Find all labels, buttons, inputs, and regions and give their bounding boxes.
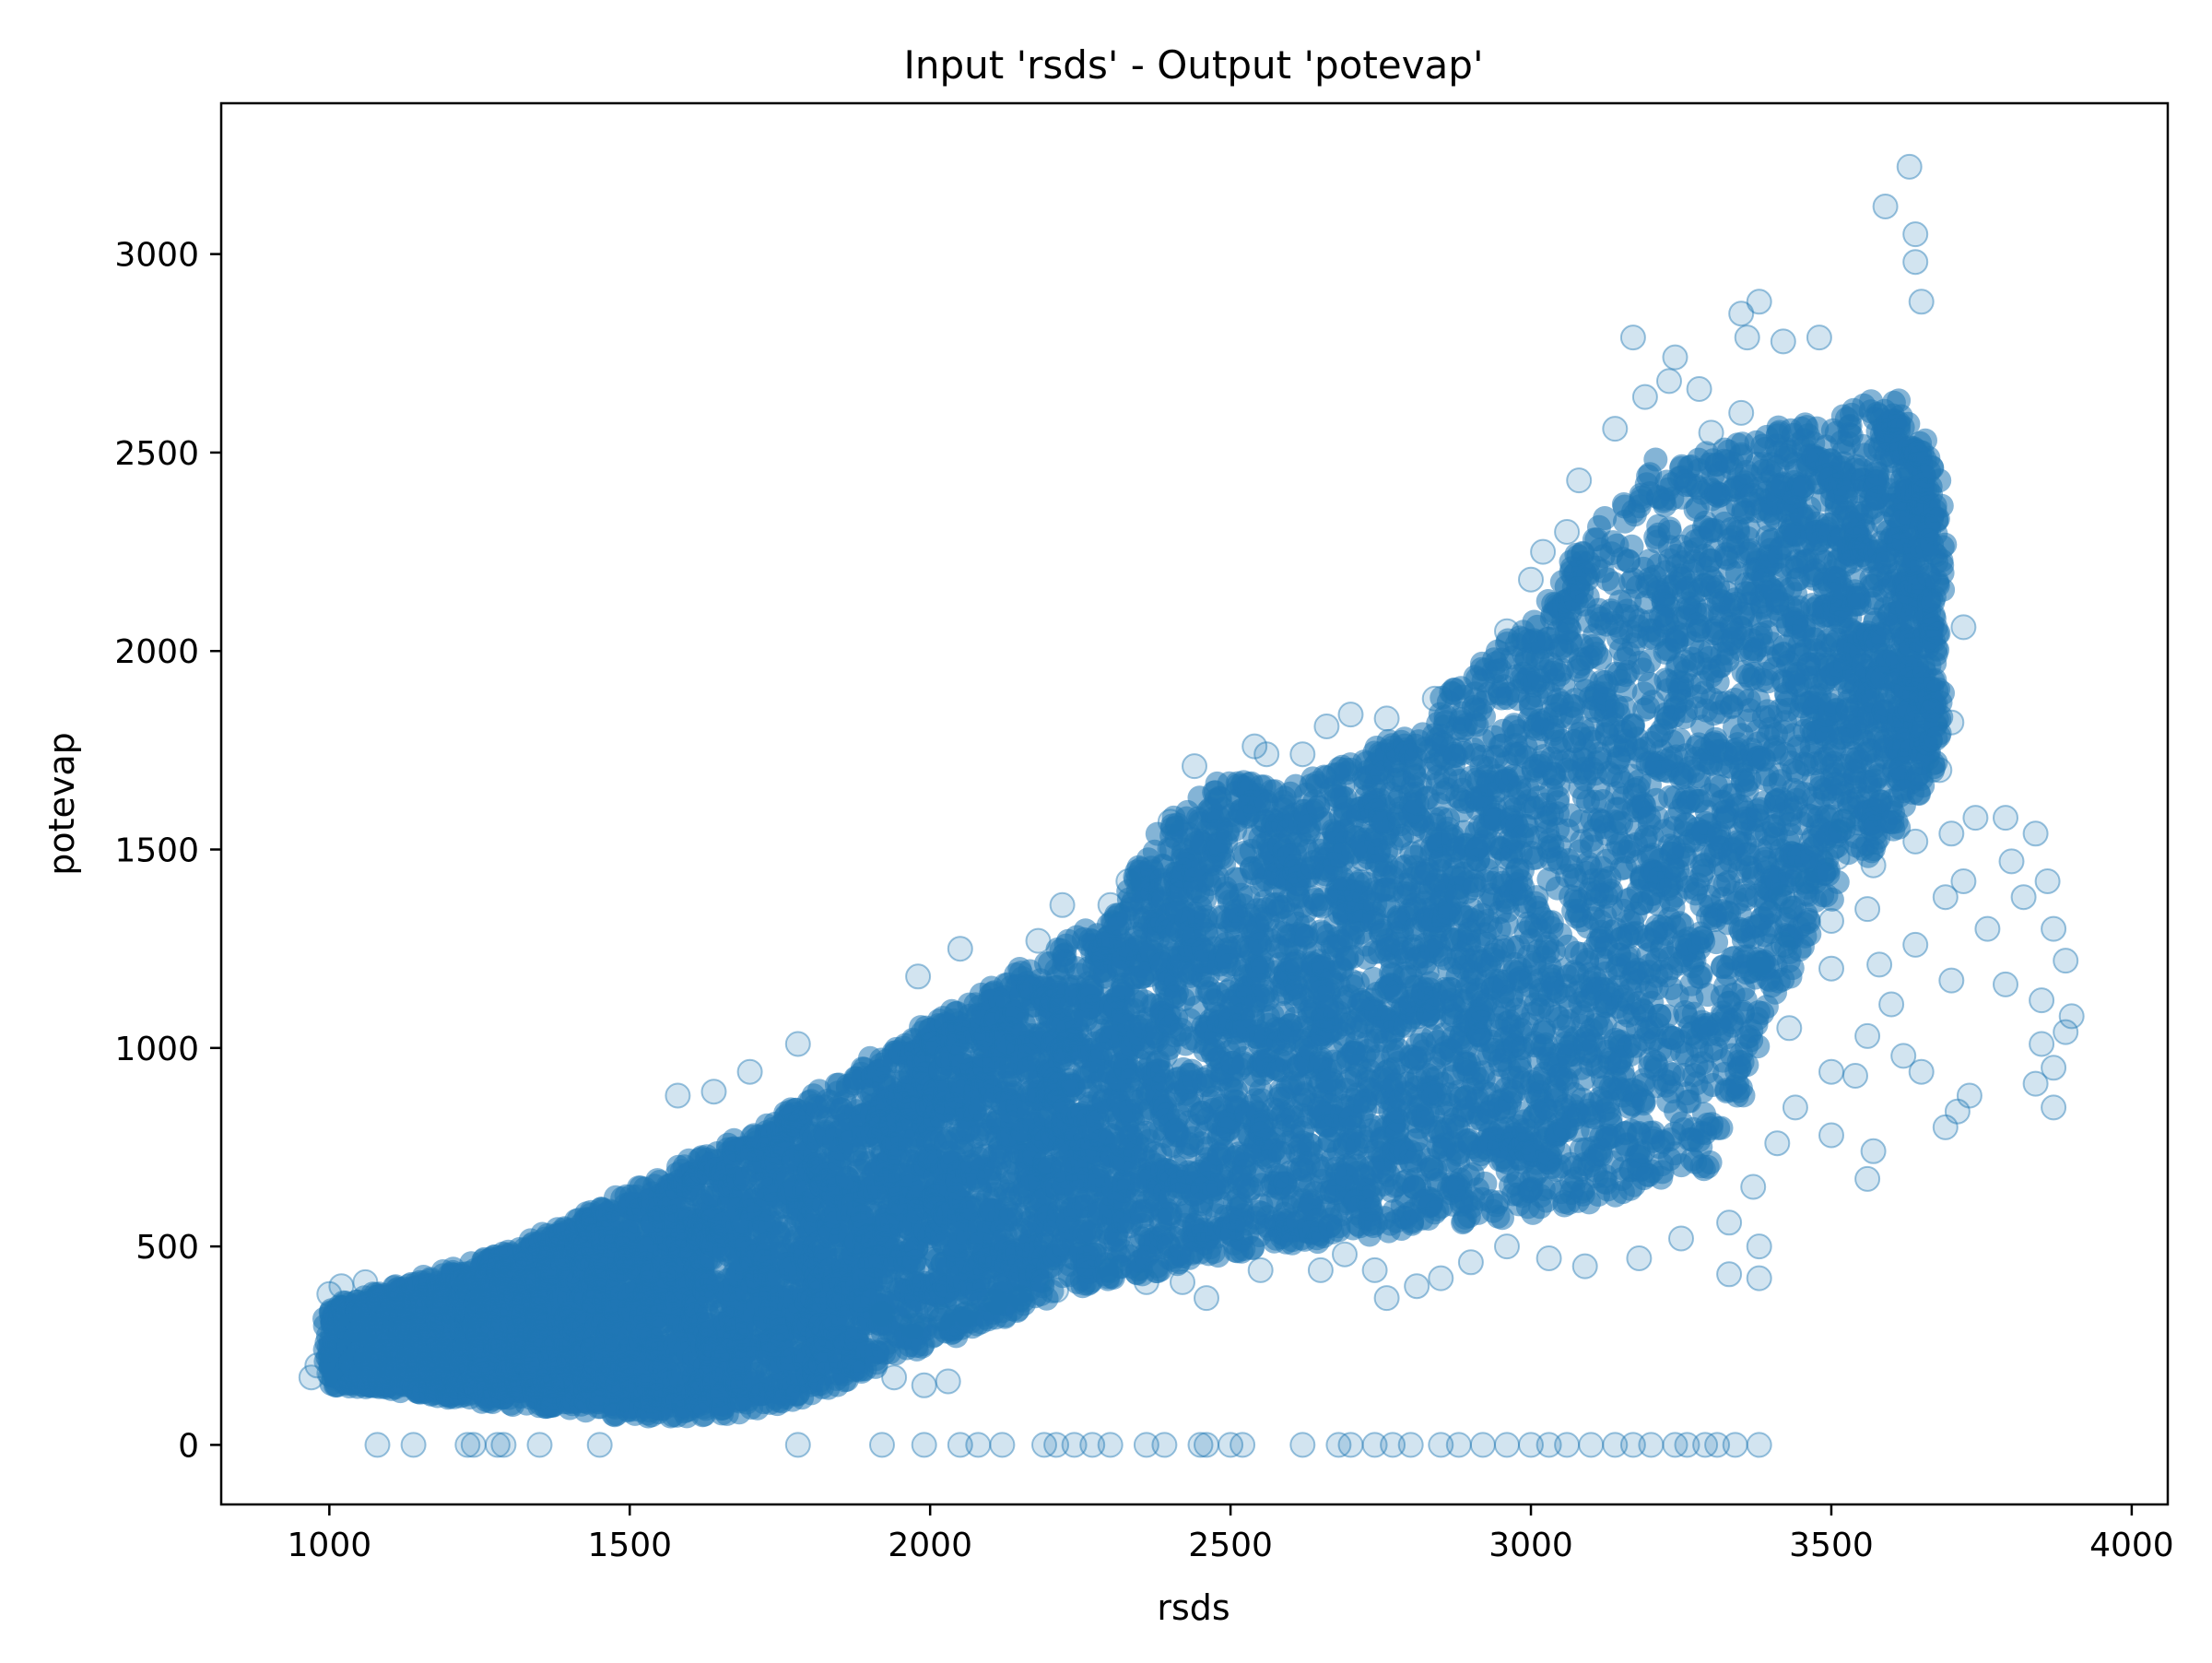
scatter-points [300, 155, 2084, 1457]
chart-title: Input 'rsds' - Output 'potevap' [904, 42, 1484, 88]
